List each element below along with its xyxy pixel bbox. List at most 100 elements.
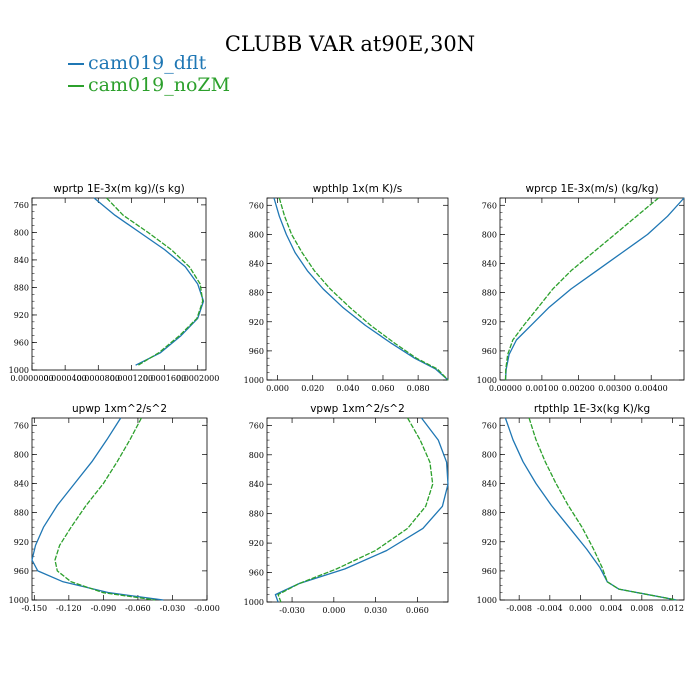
ytick-label: 960 xyxy=(249,569,264,578)
ytick-label: 1000 xyxy=(9,596,29,605)
legend-label-dflt: cam019_dflt xyxy=(88,52,207,74)
xtick-label: 0.080 xyxy=(407,384,430,393)
ytick-label: 760 xyxy=(14,201,29,210)
ytick-label: 840 xyxy=(482,480,497,489)
xtick-label: 0.060 xyxy=(406,606,429,615)
ytick-label: 880 xyxy=(482,509,497,518)
ytick-label: 880 xyxy=(14,509,29,518)
xtick-label: -0.030 xyxy=(279,606,305,615)
ytick-label: 840 xyxy=(14,256,29,265)
figure-title: CLUBB VAR at90E,30N xyxy=(224,32,476,56)
xtick-label: 0.0000400 xyxy=(44,374,87,383)
ytick-label: 840 xyxy=(14,480,29,489)
xtick-label: 0.060 xyxy=(372,384,395,393)
xtick-label: -0.090 xyxy=(91,604,117,613)
series-line-dflt xyxy=(31,417,164,601)
xtick-label: 0.0001200 xyxy=(110,374,153,383)
ytick-label: 920 xyxy=(14,311,29,320)
plot-frame-5 xyxy=(266,417,449,603)
ytick-label: 920 xyxy=(249,318,264,327)
series-line-nozm xyxy=(277,417,434,603)
xtick-label: 0.000 xyxy=(569,604,592,613)
xtick-label: 0.0001600 xyxy=(143,374,186,383)
xtick-label: -0.008 xyxy=(506,604,532,613)
xtick-label: 0.00000 xyxy=(489,384,522,393)
ytick-label: 800 xyxy=(249,230,264,239)
plot-frame-4 xyxy=(31,417,208,601)
ytick-label: 1000 xyxy=(477,596,497,605)
xtick-label: -0.030 xyxy=(160,604,186,613)
ytick-label: 960 xyxy=(482,347,497,356)
xtick-label: 0.008 xyxy=(630,604,653,613)
ytick-label: 1000 xyxy=(244,598,264,607)
plot-title-5: vpwp 1xm^2/s^2 xyxy=(310,403,405,415)
plot-title-3: wprcp 1E-3x(m/s) (kg/kg) xyxy=(525,183,658,195)
xtick-label: -0.120 xyxy=(56,604,82,613)
xtick-label: -0.004 xyxy=(537,604,563,613)
ytick-label: 1000 xyxy=(244,376,264,385)
ytick-label: 760 xyxy=(14,421,29,430)
ytick-label: 1000 xyxy=(477,376,497,385)
legend-swatch-dflt xyxy=(68,63,84,65)
ytick-label: 920 xyxy=(249,539,264,548)
plot-frame-1 xyxy=(31,197,207,371)
xtick-label: 0.00100 xyxy=(525,384,558,393)
ytick-label: 800 xyxy=(14,228,29,237)
ytick-label: 760 xyxy=(482,421,497,430)
legend-label-nozm: cam019_noZM xyxy=(88,74,231,96)
xtick-label: 0.012 xyxy=(661,604,684,613)
xtick-label: 0.0000800 xyxy=(77,374,120,383)
ytick-label: 960 xyxy=(482,567,497,576)
ytick-label: 800 xyxy=(249,451,264,460)
series-line-dflt xyxy=(93,197,205,366)
legend-swatch-nozm xyxy=(68,85,84,87)
xtick-label: 0.020 xyxy=(301,384,324,393)
ytick-label: 760 xyxy=(249,201,264,210)
legend-entry-dflt: cam019_dflt xyxy=(68,52,206,74)
plot-title-1: wprtp 1E-3x(m kg)/(s kg) xyxy=(53,183,184,195)
ytick-label: 880 xyxy=(249,510,264,519)
series-line-nozm xyxy=(528,417,677,601)
ytick-label: 840 xyxy=(249,260,264,269)
plot-frame-3 xyxy=(499,197,685,381)
ytick-label: 760 xyxy=(482,201,497,210)
xtick-label: 0.00200 xyxy=(562,384,595,393)
xtick-label: 0.030 xyxy=(364,606,387,615)
series-line-dflt xyxy=(504,417,677,601)
plot-title-4: upwp 1xm^2/s^2 xyxy=(72,403,167,415)
ytick-label: 800 xyxy=(482,450,497,459)
ytick-label: 960 xyxy=(14,338,29,347)
ytick-label: 920 xyxy=(482,538,497,547)
ytick-label: 920 xyxy=(482,318,497,327)
ytick-label: 1000 xyxy=(9,366,29,375)
plot-title-6: rtpthlp 1E-3x(kg K)/kg xyxy=(534,403,650,415)
xtick-label: 0.000 xyxy=(266,384,289,393)
series-line-dflt xyxy=(504,197,685,381)
ytick-label: 960 xyxy=(14,567,29,576)
xtick-label: 0.00300 xyxy=(598,384,631,393)
ytick-label: 840 xyxy=(249,480,264,489)
plot-frame-2 xyxy=(266,197,449,381)
xtick-label: 0.004 xyxy=(600,604,623,613)
xtick-label: 0.00400 xyxy=(635,384,668,393)
series-line-dflt xyxy=(273,197,449,381)
xtick-label: -0.150 xyxy=(21,604,47,613)
series-line-nozm xyxy=(504,197,659,381)
ytick-label: 960 xyxy=(249,347,264,356)
ytick-label: 920 xyxy=(14,538,29,547)
ytick-label: 880 xyxy=(14,283,29,292)
ytick-label: 760 xyxy=(249,421,264,430)
plot-frame-6 xyxy=(499,417,685,601)
ytick-label: 800 xyxy=(14,450,29,459)
xtick-label: 0.040 xyxy=(336,384,359,393)
xtick-label: 0.0002000 xyxy=(176,374,219,383)
xtick-label: 0.000 xyxy=(322,606,345,615)
ytick-label: 880 xyxy=(482,289,497,298)
xtick-label: 0.0000000 xyxy=(10,374,53,383)
series-line-nozm xyxy=(278,197,449,381)
legend-entry-nozm: cam019_noZM xyxy=(68,74,230,96)
xtick-label: -0.000 xyxy=(194,604,220,613)
plot-title-2: wpthlp 1x(m K)/s xyxy=(313,183,403,195)
series-line-nozm xyxy=(54,417,156,601)
